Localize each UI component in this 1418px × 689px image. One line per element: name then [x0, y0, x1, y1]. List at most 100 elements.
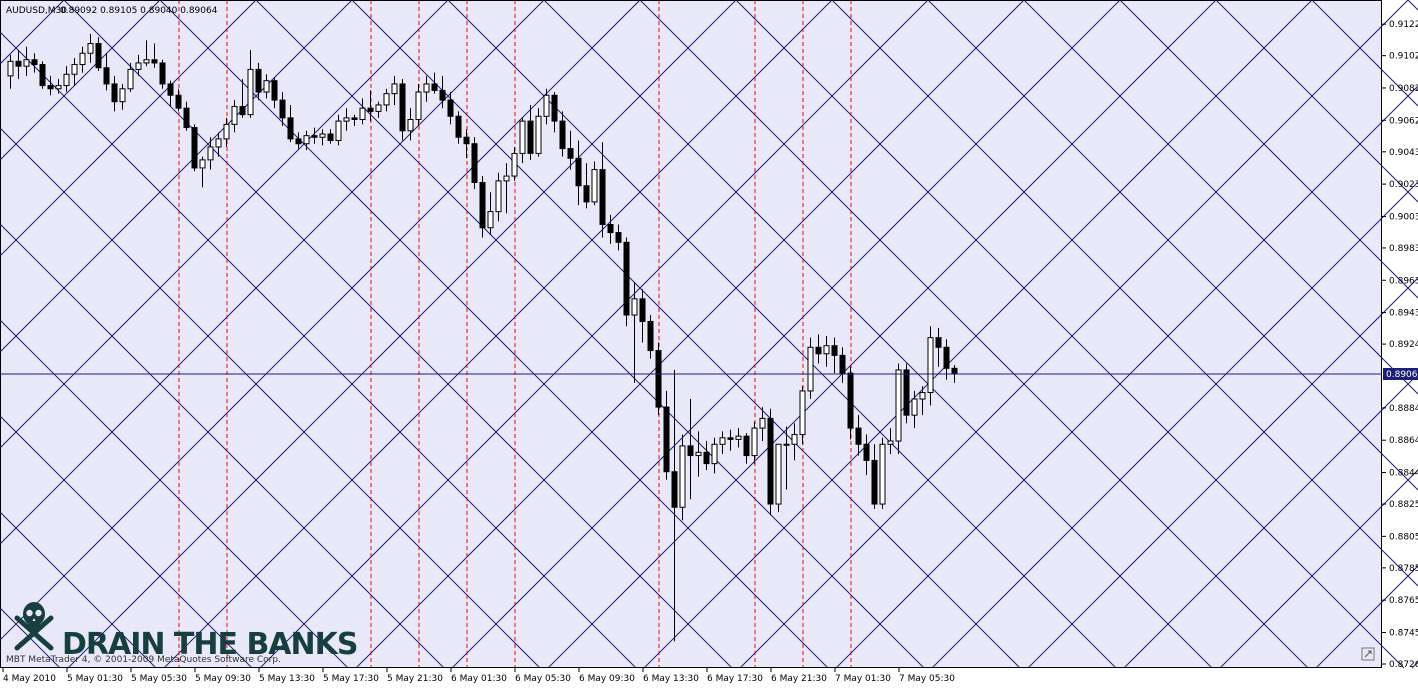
candle — [583, 163, 590, 209]
chart-shift-icon[interactable] — [1361, 647, 1375, 661]
price-tick-label: 0.87855 — [1389, 564, 1418, 574]
candle-body — [767, 417, 774, 505]
current-price-badge — [1383, 368, 1418, 380]
candle — [863, 434, 870, 475]
candle-body — [439, 89, 446, 101]
candle-body — [839, 354, 846, 374]
candle-body — [335, 120, 342, 141]
ohlc-values: 0.89092 0.89105 0.89040 0.89064 — [60, 6, 218, 16]
symbol-header: AUDUSD,M30 — [6, 6, 67, 16]
candle-body — [103, 67, 110, 85]
candle — [927, 326, 934, 406]
candle-body — [215, 138, 222, 148]
candle-body — [95, 43, 102, 69]
candle-body — [671, 471, 678, 508]
candle-body — [303, 135, 310, 145]
candle-body — [703, 451, 710, 465]
candle — [943, 339, 950, 380]
candle-body — [327, 133, 334, 141]
candle — [231, 100, 238, 133]
candle — [631, 282, 638, 383]
price-tick-label: 0.88445 — [1389, 469, 1418, 479]
time-tick-label: 5 May 09:30 — [195, 674, 251, 684]
candle — [167, 80, 174, 107]
candle — [719, 431, 726, 454]
candle — [823, 336, 830, 367]
candle — [39, 61, 46, 89]
candle-body — [695, 451, 702, 457]
candle-body — [383, 93, 390, 106]
candle — [551, 92, 558, 133]
candle — [791, 423, 798, 461]
price-tick-label: 0.88845 — [1389, 404, 1418, 414]
candle-body — [623, 241, 630, 316]
candle-body — [7, 60, 14, 77]
candle — [239, 79, 246, 118]
candle — [439, 75, 446, 109]
candle — [463, 129, 470, 159]
candle-body — [375, 104, 382, 112]
candle-body — [239, 106, 246, 116]
candle — [487, 192, 494, 235]
candle-body — [47, 85, 54, 90]
candle — [407, 108, 414, 141]
candle-body — [71, 64, 78, 75]
candle-body — [311, 135, 318, 138]
candle — [279, 92, 286, 126]
candle — [679, 434, 686, 521]
candle-body — [167, 83, 174, 96]
candle-body — [655, 350, 662, 408]
candle-body — [207, 146, 214, 161]
candle — [135, 54, 142, 76]
candle — [815, 334, 822, 364]
price-tick-label: 0.90825 — [1389, 84, 1418, 94]
candle — [687, 399, 694, 500]
candle — [7, 54, 14, 89]
candle — [271, 77, 278, 109]
candle-body — [559, 120, 566, 150]
candle-body — [663, 406, 670, 473]
candle-body — [295, 138, 302, 145]
time-tick-label: 6 May 21:30 — [771, 674, 827, 684]
candle-body — [519, 120, 526, 154]
candle-body — [359, 107, 366, 120]
candle — [215, 132, 222, 157]
candle-body — [279, 99, 286, 119]
candle-body — [567, 148, 574, 159]
candle — [911, 390, 918, 429]
candle-body — [447, 99, 454, 117]
candle — [415, 83, 422, 126]
candle — [503, 163, 510, 214]
candle-body — [119, 88, 126, 103]
skull-crossbones-icon — [14, 602, 54, 651]
candle — [871, 444, 878, 509]
candle-body — [31, 59, 38, 66]
candle — [559, 111, 566, 157]
price-tick-label: 0.89435 — [1389, 309, 1418, 319]
candle-body — [423, 83, 430, 93]
plot-area[interactable] — [0, 0, 1382, 668]
candle-body — [759, 417, 766, 429]
candle — [375, 101, 382, 118]
candle-body — [687, 445, 694, 457]
candle-body — [407, 118, 414, 132]
candle — [247, 50, 254, 118]
candle — [735, 428, 742, 448]
candle-body — [463, 136, 470, 145]
time-tick-label: 6 May 01:30 — [451, 674, 507, 684]
candle — [103, 53, 110, 91]
time-tick-label: 7 May 01:30 — [835, 674, 891, 684]
candle-body — [551, 94, 558, 122]
candle — [199, 156, 206, 188]
candle — [767, 408, 774, 516]
candle-body — [495, 180, 502, 213]
time-axis[interactable]: 4 May 2010 5 May 01:30 5 May 05:30 5 May 09… — [2, 668, 955, 684]
price-tick-label: 0.87260 — [1389, 660, 1418, 670]
candle-body — [143, 59, 150, 64]
candle — [839, 347, 846, 383]
